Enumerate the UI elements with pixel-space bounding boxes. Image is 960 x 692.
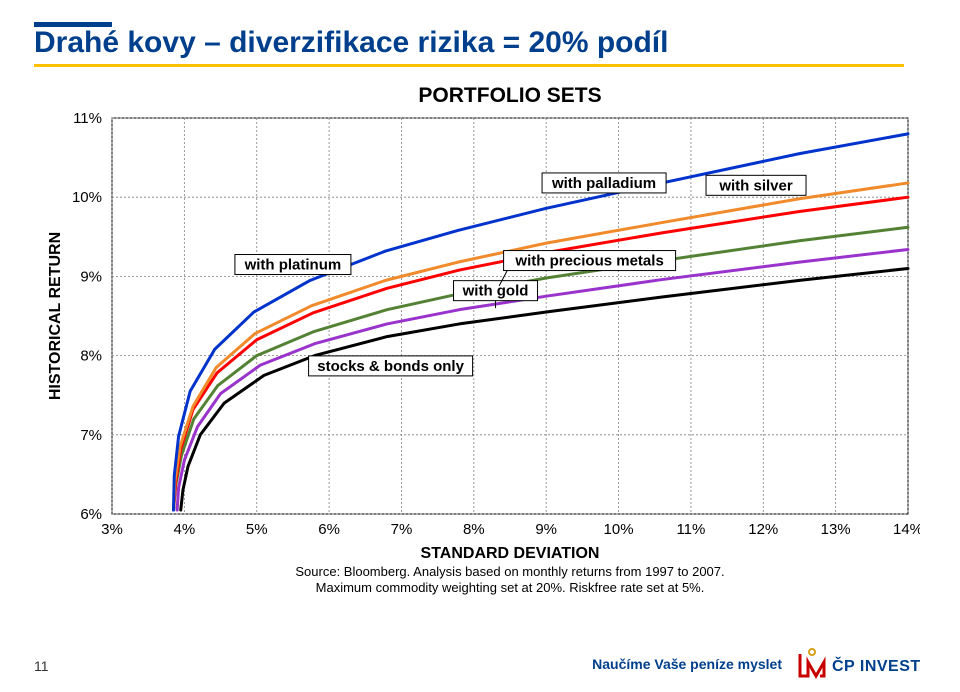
source-line: Maximum commodity weighting set at 20%. … bbox=[316, 580, 705, 595]
x-tick-label: 5% bbox=[246, 521, 268, 538]
x-tick-label: 11% bbox=[676, 521, 705, 538]
accent-bar bbox=[34, 22, 112, 27]
tagline: Naučíme Vaše peníze myslet bbox=[592, 656, 782, 672]
y-tick-label: 6% bbox=[80, 506, 102, 523]
annotation-label: with silver bbox=[718, 177, 793, 194]
x-tick-label: 14% bbox=[893, 521, 920, 538]
y-tick-label: 10% bbox=[72, 189, 102, 206]
y-tick-label: 8% bbox=[80, 348, 102, 365]
y-axis-label: HISTORICAL RETURN bbox=[47, 232, 64, 400]
x-tick-label: 13% bbox=[821, 521, 851, 538]
annotation-label: stocks & bonds only bbox=[317, 358, 464, 375]
y-tick-label: 7% bbox=[80, 427, 102, 444]
y-tick-label: 9% bbox=[80, 268, 102, 285]
x-tick-label: 6% bbox=[318, 521, 340, 538]
footer: 11 Naučíme Vaše peníze myslet ČP INVEST bbox=[0, 640, 960, 692]
x-tick-label: 12% bbox=[748, 521, 778, 538]
x-tick-label: 4% bbox=[174, 521, 196, 538]
annotation-label: with gold bbox=[462, 283, 529, 300]
annotation-label: with platinum bbox=[244, 257, 342, 274]
x-tick-label: 9% bbox=[535, 521, 557, 538]
slide: Drahé kovy – diverzifikace rizika = 20% … bbox=[0, 0, 960, 692]
x-axis-label: STANDARD DEVIATION bbox=[421, 545, 600, 562]
page-number: 11 bbox=[34, 658, 49, 674]
page-title: Drahé kovy – diverzifikace rizika = 20% … bbox=[34, 22, 668, 60]
title-bar: Drahé kovy – diverzifikace rizika = 20% … bbox=[34, 22, 668, 60]
x-tick-label: 10% bbox=[604, 521, 634, 538]
x-tick-label: 7% bbox=[391, 521, 413, 538]
chart-title: PORTFOLIO SETS bbox=[418, 84, 601, 107]
annotation-label: with palladium bbox=[551, 175, 656, 192]
chart-svg: 3% 4% 5% 6% 7% 8% 9% 10% 11% 12% 13% 14% 6% 7% 8% 9% 10%… bbox=[40, 82, 920, 612]
chart: 3% 4% 5% 6% 7% 8% 9% 10% 11% 12% 13% 14% 6% 7% 8% 9% 10%… bbox=[40, 82, 920, 612]
x-tick-label: 3% bbox=[101, 521, 123, 538]
annotation-label: with precious metals bbox=[514, 253, 663, 270]
x-tick-label: 8% bbox=[463, 521, 485, 538]
title-underline bbox=[34, 64, 904, 67]
brand-text: ČP INVEST bbox=[832, 656, 921, 675]
source-line: Source: Bloomberg. Analysis based on mon… bbox=[295, 564, 724, 579]
brand-logo: ČP INVEST bbox=[796, 646, 926, 682]
y-tick-label: 11% bbox=[73, 110, 102, 127]
